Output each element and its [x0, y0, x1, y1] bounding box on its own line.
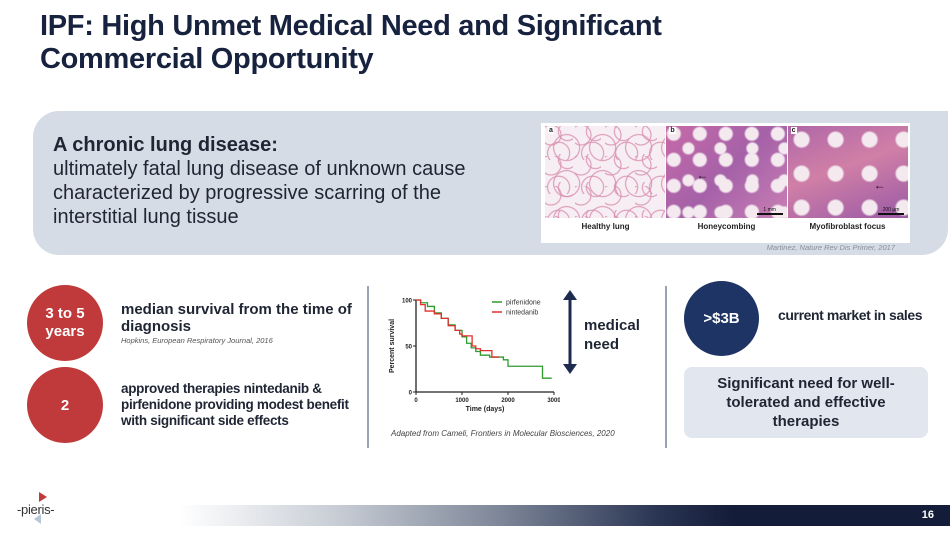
logo-text: -pieris- — [17, 502, 55, 517]
medical-need-label: medical need — [584, 317, 640, 353]
logo-red-mark — [39, 492, 47, 502]
scale-bar: 1 mm — [756, 207, 783, 215]
divider — [367, 286, 369, 448]
histology-panel-healthy: a — [545, 126, 666, 218]
therapies-badge: 2 — [27, 367, 103, 443]
arrow-left-icon: ← — [873, 178, 886, 192]
survival-chart: 0 50 100 0 1000 2000 3000 Time (days) Percent su… — [380, 290, 560, 420]
panel-caption: Honeycombing — [697, 222, 756, 231]
hero-text: A chronic lung disease: ultimately fatal… — [53, 133, 523, 229]
need-callout: Significant need for well-tolerated and … — [684, 367, 928, 438]
logo-blue-mark — [34, 514, 41, 524]
svg-text:100: 100 — [402, 299, 413, 305]
svg-text:1000: 1000 — [455, 398, 469, 404]
image-citation: Martinez, Nature Rev Dis Primer, 2017 — [766, 243, 895, 252]
arrow-left-icon: ← — [696, 168, 709, 182]
svg-text:Percent survival: Percent survival — [389, 319, 396, 373]
market-badge: >$3B — [684, 281, 759, 356]
histology-image: a b ← 1 mm c ← 200 µm Healthy lung Honey… — [541, 123, 910, 243]
histology-panel-myofibroblast: c ← 200 µm — [787, 126, 908, 218]
scale-bar: 200 µm — [877, 207, 904, 215]
survival-badge: 3 to 5 years — [27, 285, 103, 361]
svg-text:2000: 2000 — [501, 398, 515, 404]
svg-text:0: 0 — [414, 398, 418, 404]
svg-text:50: 50 — [405, 345, 412, 351]
slide-title: IPF: High Unmet Medical Need and Signifi… — [40, 10, 662, 75]
svg-text:3000: 3000 — [547, 398, 560, 404]
divider — [665, 286, 667, 448]
histology-panel-honeycombing: b ← 1 mm — [666, 126, 787, 218]
hero-body: ultimately fatal lung disease of unknown… — [53, 158, 466, 228]
survival-citation: Hopkins, European Respiratory Journal, 2… — [121, 336, 273, 345]
panel-caption: Myofibroblast focus — [809, 222, 886, 231]
therapies-text: approved therapies nintedanib & pirfenid… — [121, 381, 349, 428]
svg-text:Time (days): Time (days) — [466, 406, 505, 413]
chart-citation: Adapted from Cameli, Frontiers in Molecu… — [391, 429, 615, 438]
pieris-logo: -pieris- — [13, 492, 78, 528]
panel-letter: b — [669, 127, 676, 134]
svg-text:0: 0 — [409, 391, 413, 397]
hero-heading: A chronic lung disease: — [53, 134, 278, 156]
footer-bar — [180, 505, 950, 526]
page-number: 16 — [921, 509, 934, 521]
panel-caption: Healthy lung — [581, 222, 630, 231]
panel-letter: a — [548, 127, 554, 134]
double-arrow-icon — [563, 290, 577, 374]
survival-text: median survival from the time of diagnos… — [121, 301, 352, 335]
svg-text:nintedanib: nintedanib — [506, 310, 538, 317]
svg-text:pirfenidone: pirfenidone — [506, 300, 541, 307]
market-text: current market in sales — [778, 307, 923, 323]
panel-letter: c — [790, 127, 797, 134]
